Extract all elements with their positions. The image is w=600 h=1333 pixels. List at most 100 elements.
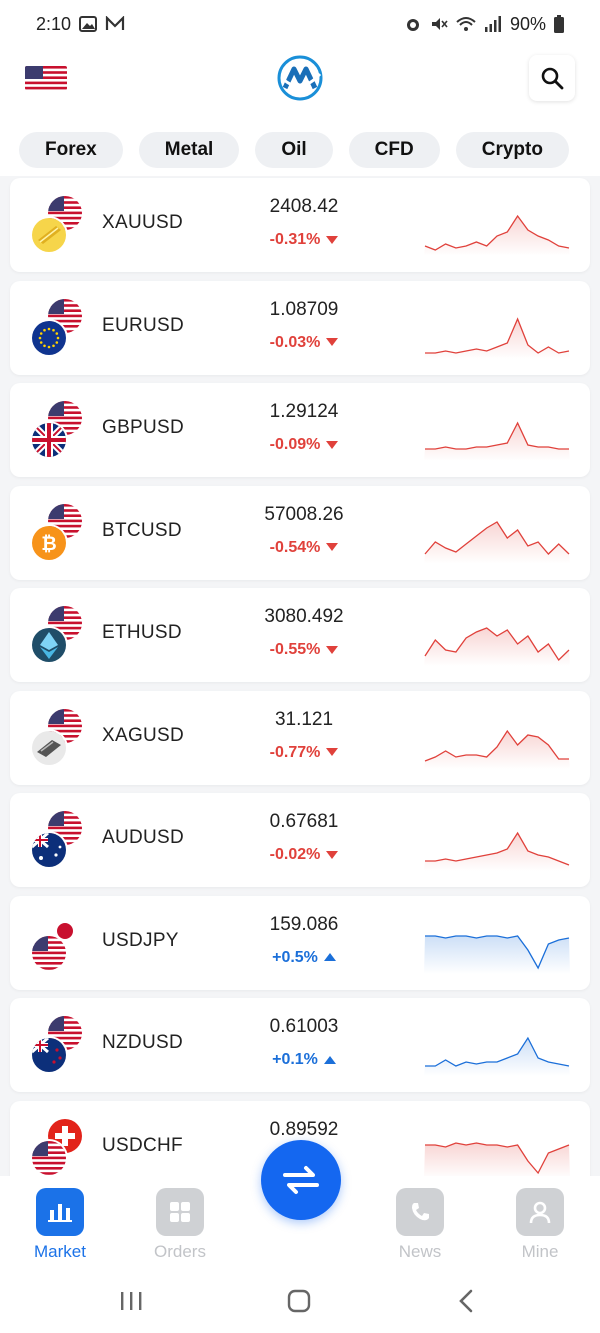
phone-icon [396,1188,444,1236]
tab-forex[interactable]: Forex [19,132,123,168]
arrow-up-icon [323,953,336,962]
recent-apps-icon[interactable] [118,1290,144,1312]
uk-flag-icon [32,423,66,457]
status-left: 2:10 [36,14,125,35]
change-text: -0.77% [269,743,321,761]
au-flag-icon [32,833,66,867]
price-value: 3080.492 [264,606,344,627]
quote-row-xagusd[interactable]: XAGUSD 31.121 -0.77% [10,690,590,785]
wifi-icon [456,17,476,31]
back-icon[interactable] [456,1288,476,1314]
quote-row-nzdusd[interactable]: NZDUSD 0.61003 +0.1% [10,998,590,1092]
nav-label-orders: Orders [154,1242,206,1261]
tab-cfd[interactable]: CFD [348,132,440,168]
status-bar: 2:10 90% [0,0,600,48]
nav-news[interactable]: News [380,1188,460,1262]
bitcoin-icon: ₿ [32,525,66,560]
sparkline-chart [424,811,570,871]
arrow-down-icon [326,543,339,552]
symbol-name: EURUSD [102,314,185,336]
symbol-icons [30,807,86,871]
search-button[interactable] [529,55,575,101]
tab-oil[interactable]: Oil [255,132,333,168]
grid-icon [156,1188,204,1236]
change-percent: -0.03% [244,334,364,352]
symbol-icons [30,1012,86,1076]
home-icon[interactable] [286,1288,312,1314]
mail-icon [105,16,125,30]
price-value: 31.121 [274,708,334,730]
battery-percent: 90% [509,13,546,34]
symbol-icons [30,910,86,974]
sparkline-chart [424,504,570,564]
quote-row-gbpusd[interactable]: GBPUSD 1.29124 -0.09% [10,383,590,477]
alarm-icon [406,19,419,31]
symbol-icons [30,705,86,769]
change-text: +0.1% [272,1051,318,1068]
symbol-name: AUDUSD [102,827,185,848]
price-value: 0.61003 [269,1016,339,1037]
symbol-name: XAGUSD [102,724,185,746]
change-percent: -0.54% [244,539,364,557]
mute-icon [431,18,448,30]
tab-metal[interactable]: Metal [138,132,240,168]
nz-flag-icon [32,1038,66,1072]
nav-orders[interactable]: Orders [140,1188,220,1262]
symbol-icons: ₿ [30,500,86,564]
arrow-down-icon [326,748,339,757]
symbol-name: GBPUSD [102,417,185,438]
symbol-name: USDJPY [102,929,179,951]
change-text: -0.55% [269,641,321,658]
tab-crypto[interactable]: Crypto [455,132,569,168]
change-text: -0.31% [269,231,321,248]
arrow-down-icon [326,440,339,449]
gallery-icon [79,16,98,32]
symbol-name: XAUUSD [102,212,183,233]
symbol-icons [30,192,86,256]
symbol-icons [30,397,86,461]
swap-arrows-icon [283,1166,319,1194]
quote-row-ethusd[interactable]: ETHUSD 3080.492 -0.55% [10,588,590,682]
arrow-down-icon [326,850,339,859]
quote-row-usdjpy[interactable]: USDJPY 159.086 +0.5% [10,895,590,990]
search-icon [541,67,564,90]
system-nav-bar [0,1266,600,1333]
us-flag-icon [48,401,82,435]
quote-row-eurusd[interactable]: EURUSD 1.08709 -0.03% [10,280,590,375]
status-right: 90% [404,14,564,35]
arrow-down-icon [326,235,339,244]
nav-mine[interactable]: Mine [500,1188,580,1262]
eu-flag-icon [32,320,66,355]
signal-icon [484,16,501,32]
svg-text:₿: ₿ [41,533,56,555]
change-percent: -0.09% [244,436,364,454]
price-value: 57008.26 [264,503,344,525]
arrow-down-icon [326,645,339,654]
change-text: -0.03% [269,333,321,351]
trade-swap-button[interactable] [261,1140,341,1220]
price-value: 0.89592 [269,1118,339,1140]
price-value: 159.086 [269,913,339,935]
quote-row-audusd[interactable]: AUDUSD 0.67681 -0.02% [10,793,590,887]
change-text: -0.09% [269,436,321,453]
symbol-icons [30,295,86,359]
silver-icon [32,730,66,765]
quote-row-btcusd[interactable]: ₿ BTCUSD 57008.26 -0.54% [10,485,590,580]
change-text: +0.5% [272,948,318,966]
quote-row-xauusd[interactable]: XAUUSD 2408.42 -0.31% [10,178,590,272]
bar-chart-icon [36,1188,84,1236]
user-icon [516,1188,564,1236]
sparkline-chart [424,196,570,256]
nav-label-mine: Mine [521,1242,559,1261]
sparkline-chart [424,606,570,666]
us-flag-icon[interactable] [25,66,67,90]
nav-market[interactable]: Market [20,1188,100,1262]
sparkline-chart [424,299,570,359]
change-percent: -0.77% [244,744,364,762]
change-percent: +0.5% [244,949,364,967]
sparkline-chart [424,914,570,974]
battery-icon [554,15,564,33]
nav-label-news: News [398,1242,442,1261]
symbol-icons [30,1115,86,1179]
sparkline-chart [424,401,570,461]
